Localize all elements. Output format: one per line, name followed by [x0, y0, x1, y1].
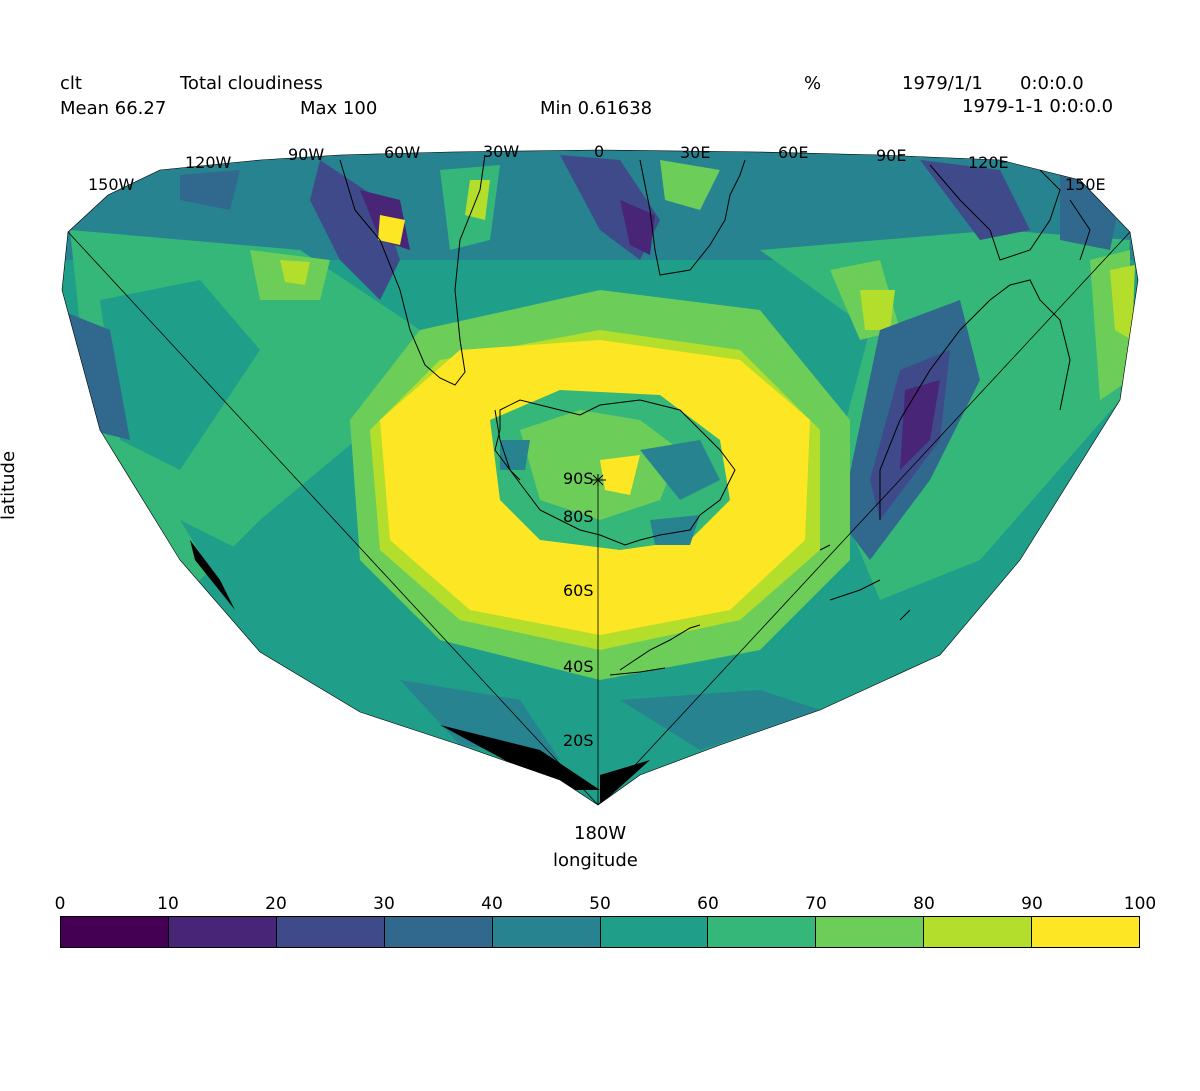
max-label: Max 100: [300, 98, 378, 119]
y-axis-title: latitude: [0, 451, 19, 520]
colorbar-segment: [924, 917, 1033, 947]
colorbar-tick-label: 20: [265, 894, 287, 914]
colorbar-tick-label: 60: [697, 894, 719, 914]
colorbar-tick-label: 50: [589, 894, 611, 914]
lon-label-30e: 30E: [680, 143, 710, 162]
graticule: [67, 231, 1131, 806]
colorbar: [60, 916, 1140, 948]
colorbar-segment: [708, 917, 817, 947]
cloud-field: [62, 150, 1138, 805]
colorbar-tick-label: 30: [373, 894, 395, 914]
lon-label-0: 0: [594, 142, 604, 161]
min-label: Min 0.61638: [540, 98, 653, 119]
colorbar-tick-label: 80: [913, 894, 935, 914]
pole-marker: [592, 474, 606, 486]
lon-label-90e: 90E: [876, 146, 906, 165]
colorbar-segment: [168, 917, 277, 947]
mean-label: Mean 66.27: [60, 98, 167, 119]
lon-label-150e: 150E: [1065, 175, 1106, 194]
colorbar-segment: [492, 917, 601, 947]
date-label: 1979/1/1: [902, 73, 983, 94]
datetime-label: 1979-1-1 0:0:0.0: [962, 96, 1114, 117]
colorbar-tick-label: 100: [1123, 894, 1157, 914]
colorbar-segment: [600, 917, 709, 947]
lon-label-120e: 120E: [968, 153, 1009, 172]
units-label: %: [804, 73, 822, 94]
colorbar-segment: [61, 917, 169, 947]
time-label: 0:0:0.0: [1020, 73, 1084, 94]
lon-label-60e: 60E: [778, 143, 808, 162]
colorbar-tick-label: 10: [157, 894, 179, 914]
x-axis-title: longitude: [553, 850, 638, 871]
map-outline: [61, 149, 1139, 806]
lat-label-90s: 90S: [563, 469, 594, 488]
colorbar-tick-label: 0: [54, 894, 66, 914]
lon-label-150w: 150W: [88, 175, 135, 194]
colorbar-segment: [276, 917, 385, 947]
colorbar-segment: [1032, 917, 1140, 947]
variable-long-name: Total cloudiness: [180, 73, 323, 94]
colorbar-tick-label: 90: [1021, 894, 1043, 914]
coastlines: [339, 154, 1091, 676]
cloudiness-map: 150W 120W 90W 60W 30W 0 30E 60E 90E 120E…: [0, 142, 1139, 871]
colorbar-tick-label: 70: [805, 894, 827, 914]
variable-name: clt: [60, 73, 82, 94]
lon-label-90w: 90W: [288, 145, 324, 164]
lon-label-120w: 120W: [185, 153, 232, 172]
lat-label-80s: 80S: [563, 507, 594, 526]
colorbar-segment: [384, 917, 493, 947]
lat-label-60s: 60S: [563, 581, 594, 600]
lat-label-40s: 40S: [563, 657, 594, 676]
bottom-lon-label: 180W: [574, 823, 626, 844]
colorbar-tick-label: 40: [481, 894, 503, 914]
lon-label-60w: 60W: [384, 143, 420, 162]
lon-label-30w: 30W: [483, 142, 519, 161]
lat-label-20s: 20S: [563, 731, 594, 750]
colorbar-segment: [816, 917, 925, 947]
